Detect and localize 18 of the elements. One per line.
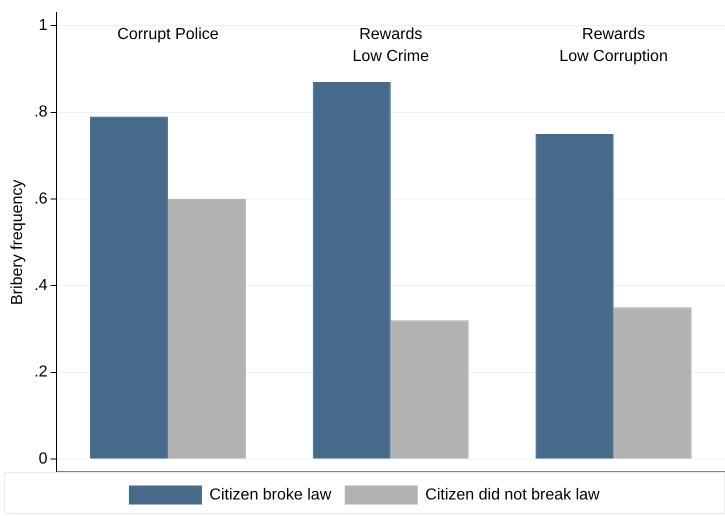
legend-label: Citizen broke law (209, 486, 332, 504)
bar (536, 134, 614, 458)
bar (312, 82, 391, 458)
legend-label: Citizen did not break law (425, 486, 600, 504)
x-tick-label: Corrupt Police (117, 26, 219, 44)
bar (90, 116, 168, 458)
y-tick-label: 1 (38, 17, 48, 34)
x-tick-label: Rewards Low Crime (352, 26, 430, 66)
y-tick-label: .2 (34, 364, 48, 381)
x-tick-label: Rewards Low Corruption (559, 26, 668, 66)
y-tick-label: .8 (34, 104, 48, 121)
bar (390, 320, 469, 458)
y-tick-label: 0 (38, 450, 48, 468)
y-axis-title: Bribery frequency (9, 180, 26, 305)
y-tick-label: .4 (34, 277, 48, 294)
bar (168, 198, 246, 458)
y-tick-label: .6 (34, 190, 48, 208)
bar (614, 307, 692, 458)
